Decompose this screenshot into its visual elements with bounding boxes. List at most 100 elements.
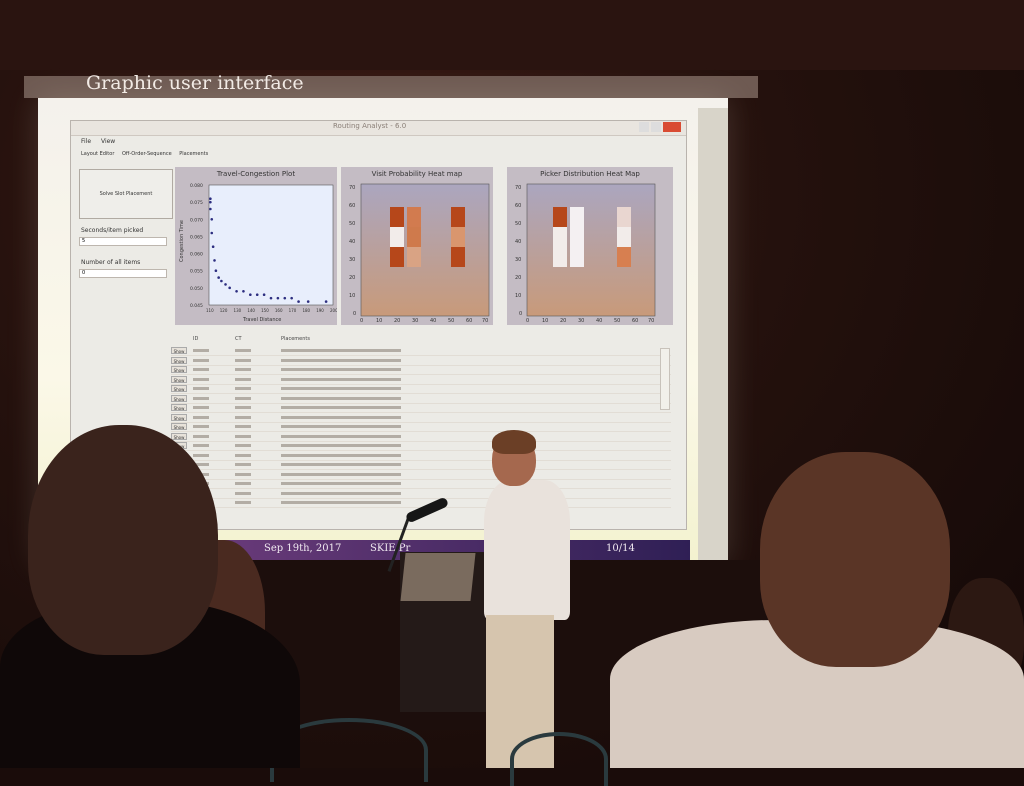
x-tick: 40	[430, 318, 437, 324]
x-tick-label: 140	[247, 308, 255, 313]
show-row-button[interactable]: Show	[171, 347, 187, 354]
x-tick: 50	[614, 318, 621, 324]
scatter-point	[209, 207, 212, 211]
table-row: Show	[171, 470, 671, 480]
table-row: Show	[171, 375, 671, 385]
table-row: Show	[171, 422, 671, 432]
footer-page: 10/14	[606, 543, 635, 554]
row-cell	[235, 491, 251, 495]
x-tick: 20	[560, 318, 567, 324]
x-tick: 0	[360, 318, 364, 324]
scatter-point	[262, 293, 266, 297]
table-scrollbar[interactable]	[660, 348, 670, 410]
speaker-shirt	[484, 480, 570, 620]
row-cell	[281, 444, 401, 447]
x-tick: 60	[466, 318, 473, 324]
scatter-point	[235, 289, 238, 293]
row-cell	[281, 463, 401, 466]
row-cell	[235, 501, 251, 504]
show-row-button[interactable]: Show	[171, 356, 187, 364]
show-row-button[interactable]: Show	[171, 432, 187, 440]
show-row-button[interactable]: Show	[171, 366, 187, 373]
y-tick: 60	[349, 203, 356, 209]
items-label: Number of all items	[81, 259, 141, 266]
close-icon[interactable]	[663, 122, 681, 132]
heat-cell	[390, 247, 404, 267]
minimize-icon[interactable]	[639, 122, 649, 132]
show-row-button[interactable]: Show	[171, 423, 187, 430]
scatter-point	[217, 276, 220, 279]
scatter-point	[324, 300, 328, 303]
row-cell	[193, 434, 209, 438]
picker-distribution-panel: Picker Distribution Heat Map 70 60 50 40…	[507, 167, 673, 325]
heatmap-area	[360, 183, 490, 317]
row-cell	[281, 434, 401, 438]
row-cell	[235, 387, 251, 390]
x-tick-label: 110	[206, 308, 214, 313]
heatmap-area	[526, 183, 656, 317]
menu-view[interactable]: View	[100, 138, 116, 145]
y-tick-label: 0.060	[190, 252, 203, 258]
heat-cell	[553, 227, 567, 267]
row-cell	[235, 377, 251, 381]
items-field[interactable]: 0	[79, 269, 167, 278]
show-row-button[interactable]: Show	[171, 385, 187, 392]
scatter-point	[242, 289, 245, 293]
tab-bar: Layout Editor Off-Order-Sequence Placeme…	[81, 151, 214, 157]
scatter-point	[249, 293, 252, 297]
x-tick-label: 130	[234, 308, 242, 313]
scatter-point	[209, 200, 212, 204]
row-cell	[281, 368, 401, 371]
row-cell	[281, 349, 401, 352]
seconds-field[interactable]: 5	[79, 237, 167, 246]
y-tick-label: 0.045	[190, 303, 203, 309]
row-cell	[193, 463, 209, 466]
show-row-button[interactable]: Show	[171, 375, 187, 383]
show-row-button[interactable]: Show	[171, 404, 187, 411]
heat-cell	[617, 227, 631, 247]
projector-housing	[24, 76, 758, 98]
row-cell	[235, 444, 251, 447]
table-row: Show	[171, 365, 671, 375]
heat-cell	[407, 227, 421, 247]
row-cell	[193, 415, 209, 419]
scatter-chart: Congestion Time Travel Distance 0.080 0.0…	[179, 183, 337, 323]
row-cell	[235, 406, 251, 409]
travel-congestion-panel: Travel-Congestion Plot Congestion Time T…	[175, 167, 337, 325]
tab-off-order-sequence[interactable]: Off-Order-Sequence	[121, 151, 172, 157]
visit-probability-panel: Visit Probability Heat map 70 60 50 4	[341, 167, 493, 325]
solve-button[interactable]: Solve Slot Placement	[79, 169, 173, 219]
row-cell	[281, 425, 401, 428]
x-tick: 30	[412, 318, 419, 324]
y-tick: 0	[353, 311, 357, 317]
scatter-point	[211, 245, 215, 249]
x-tick: 50	[448, 318, 455, 324]
y-tick: 10	[349, 293, 356, 299]
heat-cell	[390, 207, 404, 227]
row-cell	[193, 377, 209, 381]
table-row: Show	[171, 356, 671, 366]
row-cell	[235, 349, 251, 352]
maximize-icon[interactable]	[651, 122, 661, 132]
tab-placements[interactable]: Placements	[179, 151, 209, 157]
menu-file[interactable]: File	[81, 138, 92, 145]
tab-layout-editor[interactable]: Layout Editor	[81, 151, 115, 157]
x-tick: 40	[596, 318, 603, 324]
table-row: Show	[171, 451, 671, 461]
row-cell	[193, 358, 209, 362]
row-cell	[281, 491, 401, 495]
plot-area	[208, 184, 334, 306]
table-row: Show	[171, 403, 671, 413]
show-row-button[interactable]: Show	[171, 394, 187, 402]
table-row: Show	[171, 413, 671, 423]
col-id: ID	[193, 336, 199, 342]
row-cell	[281, 415, 401, 419]
menu-bar: File View	[81, 138, 123, 145]
show-row-button[interactable]: Show	[171, 413, 187, 421]
heat-cell	[570, 207, 584, 267]
y-tick: 30	[515, 257, 522, 263]
row-cell	[281, 396, 401, 400]
scatter-point	[283, 296, 287, 300]
row-cell	[235, 358, 251, 362]
y-tick: 60	[515, 203, 522, 209]
